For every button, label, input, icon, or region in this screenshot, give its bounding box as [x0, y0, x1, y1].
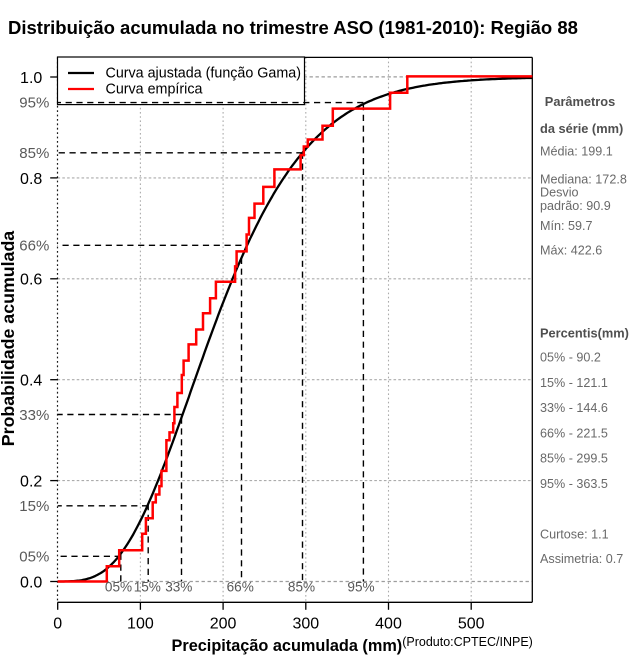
svg-text:Probabilidade acumulada: Probabilidade acumulada [0, 231, 18, 447]
svg-text:da série (mm): da série (mm) [540, 121, 623, 136]
svg-text:95% - 363.5: 95% - 363.5 [540, 477, 608, 491]
svg-text:0.0: 0.0 [20, 574, 42, 591]
svg-text:0.6: 0.6 [20, 272, 42, 289]
svg-text:Máx: 422.6: Máx: 422.6 [540, 244, 602, 258]
svg-text:66%: 66% [19, 238, 49, 255]
svg-text:Curtose: 1.1: Curtose: 1.1 [540, 527, 609, 541]
svg-text:300: 300 [292, 616, 319, 633]
svg-text:Mín: 59.7: Mín: 59.7 [540, 219, 593, 233]
svg-text:05% - 90.2: 05% - 90.2 [540, 351, 601, 365]
svg-text:85%: 85% [288, 579, 315, 594]
svg-text:95%: 95% [19, 95, 49, 112]
svg-text:85% - 299.5: 85% - 299.5 [540, 452, 608, 466]
svg-text:Mediana: 172.8: Mediana: 172.8 [540, 172, 627, 186]
svg-text:1.0: 1.0 [20, 70, 42, 87]
svg-text:15% - 121.1: 15% - 121.1 [540, 376, 608, 390]
svg-text:66%: 66% [227, 579, 254, 594]
svg-text:Curva empírica: Curva empírica [106, 82, 203, 98]
svg-text:0.4: 0.4 [20, 373, 42, 390]
svg-text:15%: 15% [134, 579, 161, 594]
svg-text:100: 100 [127, 616, 154, 633]
svg-text:05%: 05% [105, 579, 132, 594]
svg-text:Assimetria: 0.7: Assimetria: 0.7 [540, 552, 623, 566]
svg-text:400: 400 [375, 616, 402, 633]
svg-text:Média: 199.1: Média: 199.1 [540, 145, 613, 159]
svg-text:200: 200 [210, 616, 237, 633]
svg-text:33% - 144.6: 33% - 144.6 [540, 401, 608, 415]
svg-text:33%: 33% [165, 579, 192, 594]
svg-text:500: 500 [458, 616, 485, 633]
svg-text:66% - 221.5: 66% - 221.5 [540, 426, 608, 440]
svg-text:0: 0 [53, 616, 62, 633]
svg-text:95%: 95% [347, 579, 374, 594]
svg-text:Desvio: Desvio [540, 185, 579, 199]
svg-text:0.8: 0.8 [20, 171, 42, 188]
svg-text:padrão: 90.9: padrão: 90.9 [540, 199, 611, 213]
svg-text:85%: 85% [19, 145, 49, 162]
svg-text:15%: 15% [19, 498, 49, 515]
svg-text:0.2: 0.2 [20, 474, 42, 491]
svg-text:Distribuição acumulada no trim: Distribuição acumulada no trimestre ASO … [8, 17, 578, 38]
svg-text:05%: 05% [19, 549, 49, 566]
svg-text:Parâmetros: Parâmetros [545, 94, 615, 109]
svg-text:33%: 33% [19, 407, 49, 424]
svg-text:Percentis(mm): Percentis(mm) [540, 326, 629, 341]
svg-text:Curva ajustada (função Gama): Curva ajustada (função Gama) [106, 66, 302, 82]
